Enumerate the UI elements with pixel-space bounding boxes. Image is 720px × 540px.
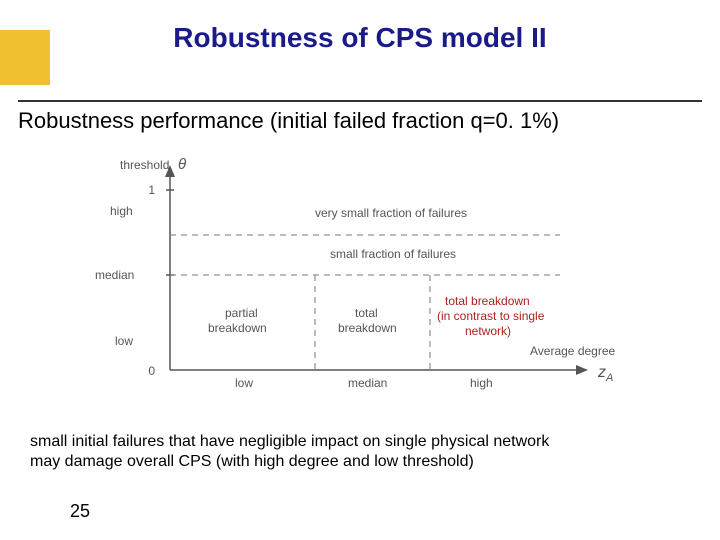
robustness-chart: 1 0 threshold θ Average degree zA high m…: [60, 155, 640, 415]
origin-zero: 0: [148, 364, 155, 378]
y-tick-1-label: 1: [148, 183, 155, 197]
region-partial-l2: breakdown: [208, 321, 267, 335]
x-axis-arrow-icon: [576, 365, 588, 375]
slide-number: 25: [70, 501, 90, 522]
x-axis-symbol: zA: [597, 364, 613, 384]
region-total-right-l2: (in contrast to single: [437, 309, 545, 323]
region-total-mid-l1: total: [355, 306, 378, 320]
region-total-right-l1: total breakdown: [445, 294, 530, 308]
y-label-low: low: [115, 334, 133, 348]
y-axis-title: threshold: [120, 158, 169, 172]
region-total-mid-l2: breakdown: [338, 321, 397, 335]
x-axis-title: Average degree: [530, 344, 616, 358]
slide-subtitle: Robustness performance (initial failed f…: [18, 108, 559, 134]
title-underline: [18, 100, 702, 102]
region-very-small: very small fraction of failures: [315, 206, 467, 220]
y-label-high: high: [110, 204, 133, 218]
x-axis-symbol-pre: z: [597, 364, 606, 381]
region-partial-l1: partial: [225, 306, 258, 320]
axes: 1 0: [148, 165, 588, 378]
caption-line-1: small initial failures that have negligi…: [30, 433, 549, 450]
y-label-median: median: [95, 268, 134, 282]
region-total-right-l3: network): [465, 324, 511, 338]
x-label-high: high: [470, 376, 493, 390]
x-axis-symbol-sub: A: [605, 372, 613, 384]
chart-svg: 1 0 threshold θ Average degree zA high m…: [60, 155, 640, 415]
region-small: small fraction of failures: [330, 247, 456, 261]
y-axis-symbol: θ: [178, 156, 186, 173]
slide-title: Robustness of CPS model II: [0, 22, 720, 54]
x-label-low: low: [235, 376, 253, 390]
caption: small initial failures that have negligi…: [30, 432, 690, 472]
caption-line-2: may damage overall CPS (with high degree…: [30, 453, 474, 470]
x-label-median: median: [348, 376, 387, 390]
